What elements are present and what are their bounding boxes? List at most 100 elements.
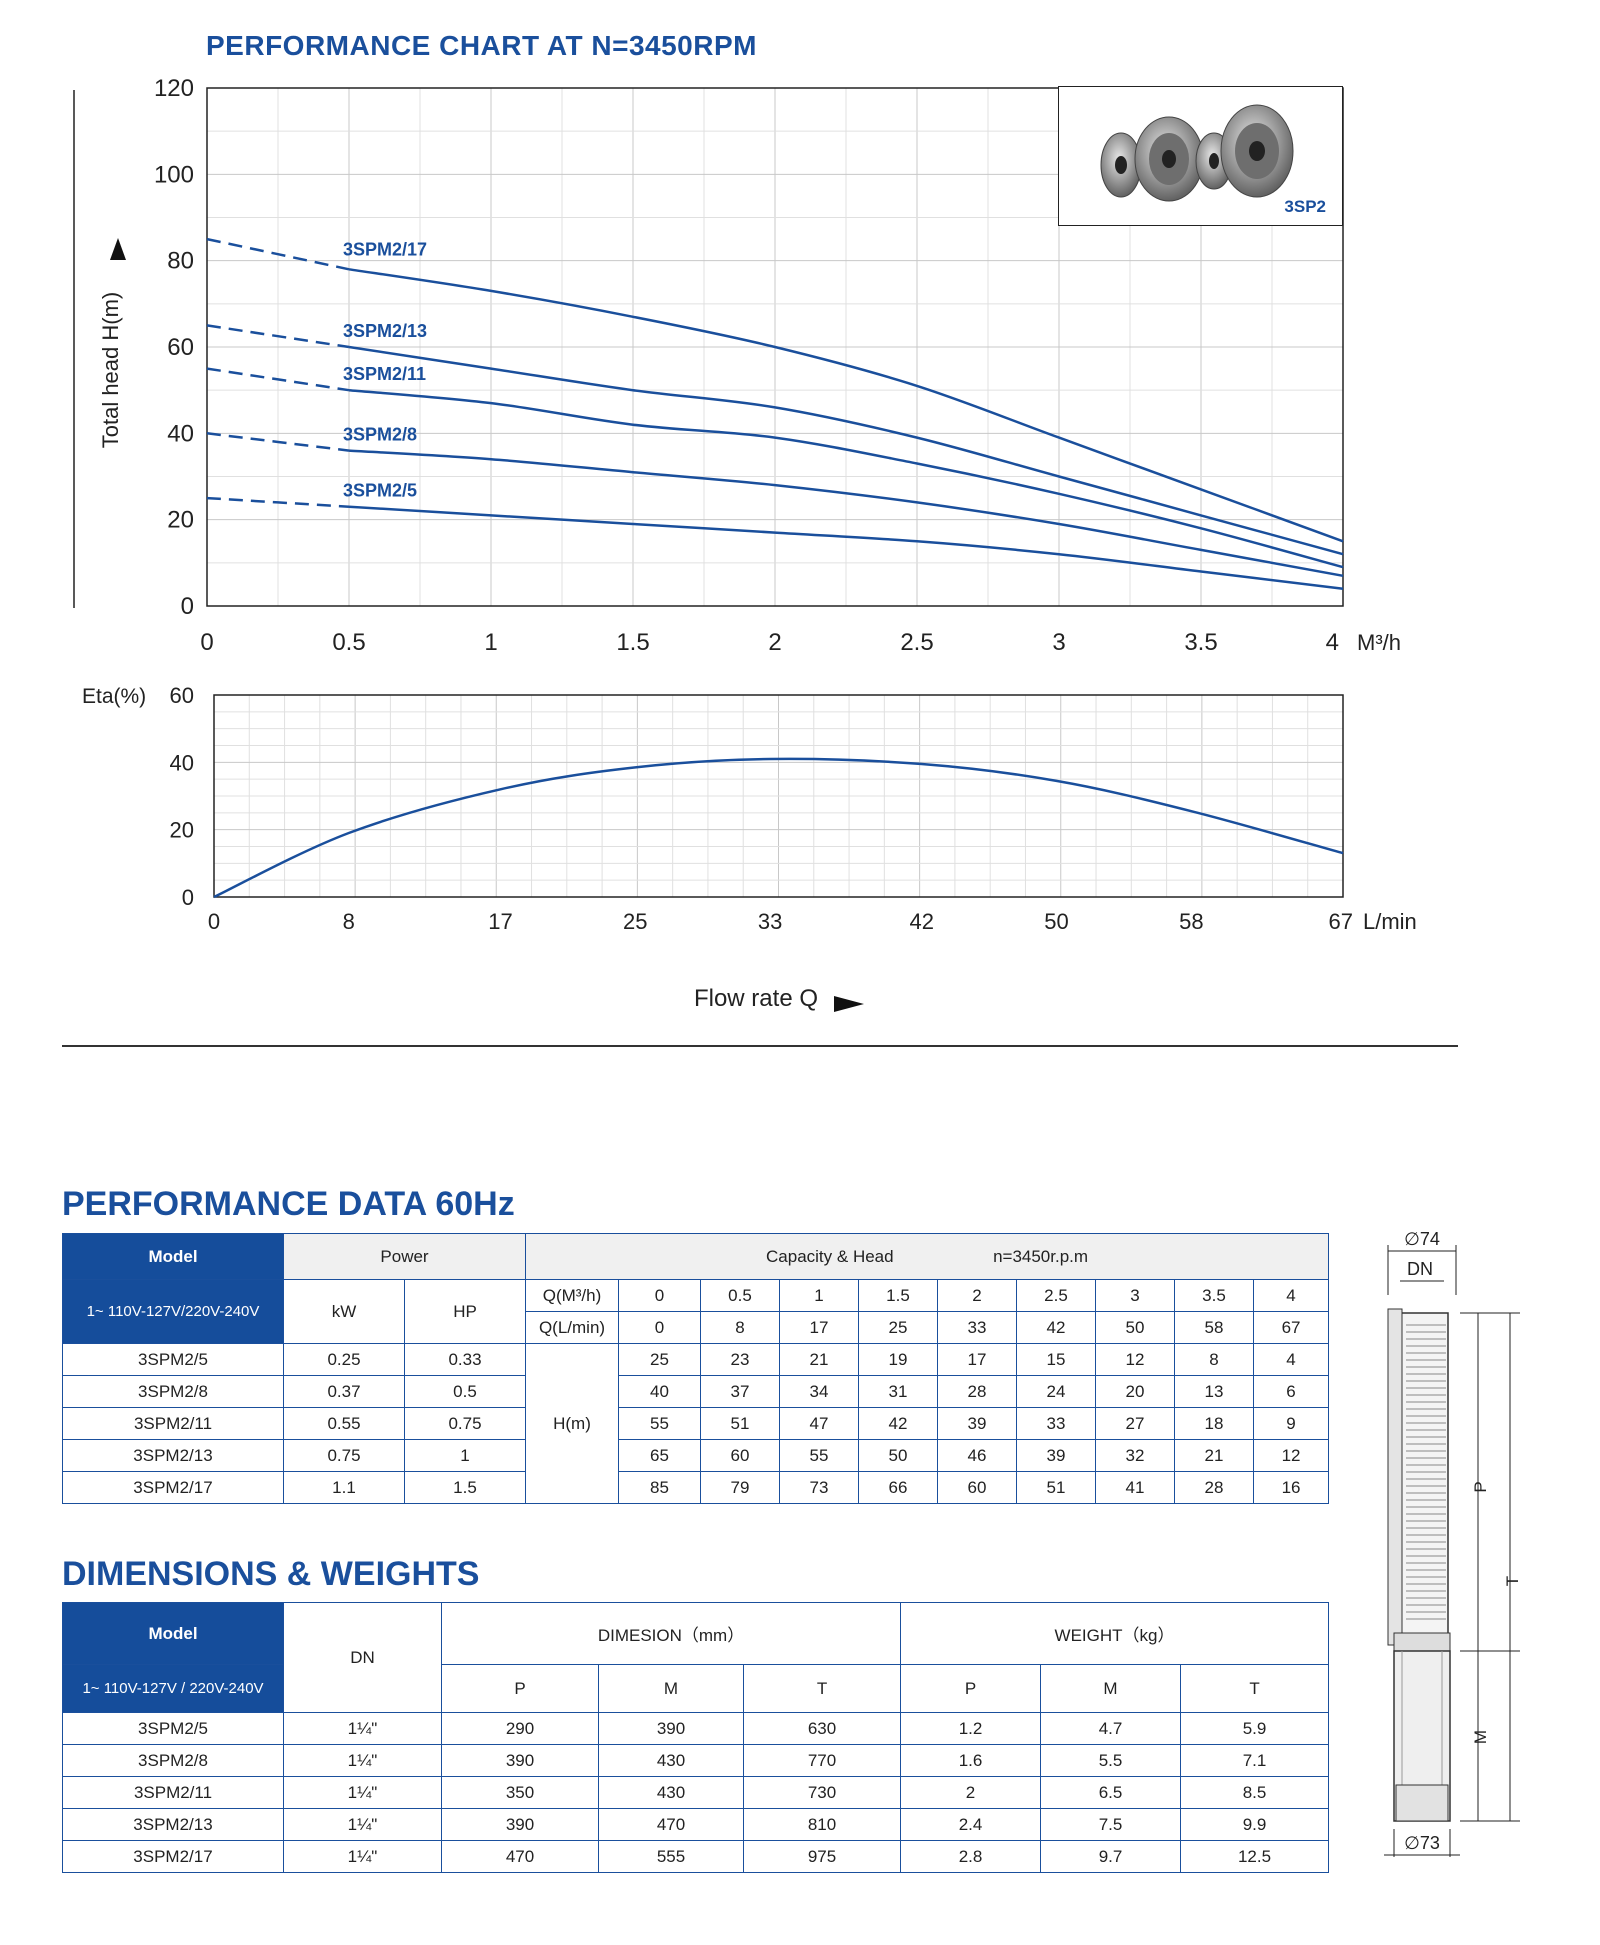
flow-rate-label: Flow rate Q (694, 985, 818, 1012)
h-cell: 21 (1174, 1439, 1254, 1472)
x-tick-label: 2.5 (900, 629, 933, 656)
dn-label: DN (1407, 1259, 1433, 1279)
h-cell: 27 (1095, 1407, 1175, 1440)
table-row: 3SPM2/5 1¼" 290 390 630 1.2 4.7 5.9 (62, 1712, 1330, 1745)
dim-t-cell: 770 (742, 1744, 902, 1777)
q-m3-cell: 3.5 (1174, 1279, 1254, 1312)
curve-dashed-3SPM2/13 (206, 324, 350, 349)
table-row: 3SPM2/8 1¼" 390 430 770 1.6 5.5 7.1 (62, 1744, 1330, 1777)
hp-cell: 1 (404, 1439, 526, 1472)
y-axis-title: Eta(%) (82, 685, 146, 708)
model-subheader: 1~ 110V-127V/220V-240V (62, 1279, 284, 1344)
section-divider (62, 1045, 1458, 1047)
q-l-cell: 8 (700, 1311, 780, 1344)
pump-drawing: ∅74 DN P T M ∅73 (1384, 1229, 1522, 1857)
x-tick-label: 42 (909, 909, 933, 934)
h-cell: 33 (1016, 1407, 1096, 1440)
x-tick-label: 50 (1044, 909, 1068, 934)
curve-dashed-3SPM2/8 (206, 432, 350, 452)
q-l-cell: 33 (937, 1311, 1017, 1344)
y-tick-label: 80 (167, 248, 194, 275)
kw-cell: 0.37 (283, 1375, 405, 1408)
pump-inlet (1393, 1632, 1451, 1652)
performance-table: Model Power Capacity & Head n=3450r.p.m … (62, 1233, 1330, 1504)
dn-cell: 1¼" (283, 1808, 442, 1841)
weight-p-cell: 1.6 (900, 1744, 1042, 1777)
hp-cell: 0.33 (404, 1343, 526, 1376)
weight-t-header: T (1180, 1664, 1330, 1713)
y-axis-title: Total head H(m) (98, 292, 123, 449)
x-tick-label: 1.5 (616, 629, 649, 656)
dim-p-header: P (441, 1664, 599, 1713)
dn-cell: 1¼" (283, 1712, 442, 1745)
dim-m-cell: 470 (598, 1808, 744, 1841)
table-row: 3SPM2/17 1¼" 470 555 975 2.8 9.7 12.5 (62, 1840, 1330, 1873)
kw-cell: 0.55 (283, 1407, 405, 1440)
h-cell: 42 (858, 1407, 938, 1440)
table-row: 3SPM2/13 1¼" 390 470 810 2.4 7.5 9.9 (62, 1808, 1330, 1841)
h-cell: 66 (858, 1471, 938, 1504)
dim-p-cell: 290 (441, 1712, 599, 1745)
dim-p-cell: 350 (441, 1776, 599, 1809)
h-cell: 12 (1095, 1343, 1175, 1376)
dim-m-cell: 555 (598, 1840, 744, 1873)
h-cell: 31 (858, 1375, 938, 1408)
power-header: Power (283, 1233, 526, 1280)
q-m3-cell: 2 (937, 1279, 1017, 1312)
h-cell: 28 (937, 1375, 1017, 1408)
h-cell: 46 (937, 1439, 1017, 1472)
rpm-label: n=3450r.p.m (993, 1246, 1089, 1266)
model-cell: 3SPM2/8 (62, 1375, 284, 1408)
table-row: 3SPM2/11 1¼" 350 430 730 2 6.5 8.5 (62, 1776, 1330, 1809)
curve-dashed-3SPM2/17 (206, 237, 350, 271)
table-row: 3SPM2/8 0.37 0.5 40 37 34 31 28 24 20 13… (62, 1375, 1330, 1408)
model-header: Model (62, 1233, 284, 1280)
chart-title: PERFORMANCE CHART AT N=3450RPM (206, 30, 757, 61)
curve-3SPM2/13 (348, 345, 1344, 556)
weight-header: WEIGHT（kg） (900, 1602, 1330, 1665)
q-m3-cell: 0.5 (700, 1279, 780, 1312)
h-cell: 23 (700, 1343, 780, 1376)
curve-3SPM2/8 (348, 449, 1344, 578)
x-tick-label: 4 (1326, 629, 1339, 656)
q-m3-cell: 1 (779, 1279, 859, 1312)
q-l-cell: 17 (779, 1311, 859, 1344)
plot-frame (213, 694, 1344, 898)
h-cell: 25 (618, 1343, 701, 1376)
h-cell: 39 (1016, 1439, 1096, 1472)
weight-p-cell: 2 (900, 1776, 1042, 1809)
h-cell: 60 (937, 1471, 1017, 1504)
hp-cell: 0.5 (404, 1375, 526, 1408)
h-cell: 17 (937, 1343, 1017, 1376)
h-cell: 39 (937, 1407, 1017, 1440)
series-label: 3SPM2/5 (343, 481, 417, 501)
curve-efficiency (213, 757, 1344, 899)
h-cell: 65 (618, 1439, 701, 1472)
weight-m-cell: 6.5 (1040, 1776, 1182, 1809)
weight-m-cell: 5.5 (1040, 1744, 1182, 1777)
dim-m-cell: 430 (598, 1744, 744, 1777)
dim-t-cell: 975 (742, 1840, 902, 1873)
weight-t-cell: 5.9 (1180, 1712, 1330, 1745)
x-tick-label: 3 (1052, 629, 1065, 656)
model-cell: 3SPM2/17 (62, 1840, 284, 1873)
h-cell: 4 (1252, 1343, 1330, 1376)
m-label: M (1471, 1730, 1490, 1744)
weight-t-cell: 8.5 (1180, 1776, 1330, 1809)
model-cell: 3SPM2/13 (62, 1808, 284, 1841)
hp-cell: 1.5 (404, 1471, 526, 1504)
weight-t-cell: 12.5 (1180, 1840, 1330, 1873)
h-cell: 55 (779, 1439, 859, 1472)
q-m3-cell: 4 (1252, 1279, 1330, 1312)
x-tick-label: 1 (484, 629, 497, 656)
y-tick-label: 60 (167, 334, 194, 361)
y-tick-label: 60 (170, 683, 194, 708)
kw-header: kW (283, 1279, 405, 1344)
h-cell: 15 (1016, 1343, 1096, 1376)
x-tick-label: 67 (1329, 909, 1353, 934)
h-cell: 60 (700, 1439, 780, 1472)
t-label: T (1503, 1576, 1522, 1586)
plot-frame (206, 87, 1344, 607)
y-tick-label: 100 (154, 161, 194, 188)
table-row: 3SPM2/13 0.75 1 65 60 55 50 46 39 32 21 … (62, 1439, 1330, 1472)
